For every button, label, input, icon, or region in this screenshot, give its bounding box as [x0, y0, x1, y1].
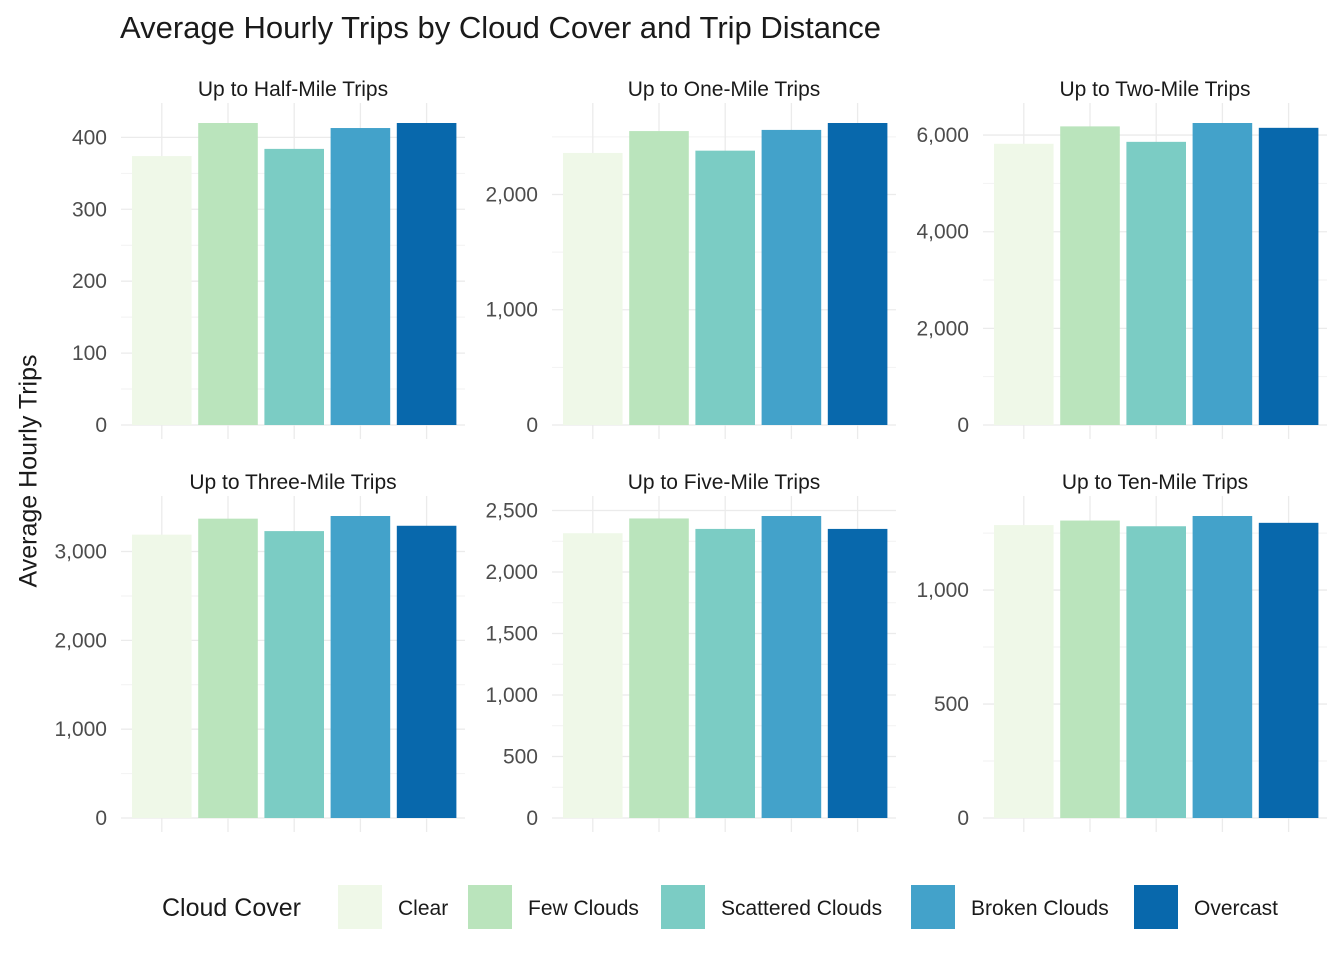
y-tick-label: 3,000: [54, 541, 107, 564]
y-tick-label: 6,000: [916, 124, 969, 147]
y-tick-label: 200: [72, 270, 107, 293]
bar-up-to-five-mile-trips-few-clouds: [629, 518, 689, 818]
legend-label-broken-clouds: Broken Clouds: [971, 897, 1109, 920]
y-tick-label: 0: [957, 414, 969, 437]
panel-title: Up to Two-Mile Trips: [1060, 78, 1251, 101]
chart-title: Average Hourly Trips by Cloud Cover and …: [120, 10, 881, 45]
y-tick-label: 2,500: [485, 499, 538, 522]
panel-up-to-half-mile-trips: Up to Half-Mile Trips 0 100 200 300 400: [72, 78, 465, 439]
panel-title: Up to Five-Mile Trips: [628, 471, 821, 494]
bar-up-to-half-mile-trips-broken-clouds: [330, 128, 391, 426]
legend-key-clear: [338, 885, 382, 929]
bar-up-to-one-mile-trips-scattered-clouds: [695, 150, 755, 425]
bar-up-to-five-mile-trips-broken-clouds: [761, 516, 822, 818]
y-tick-label: 4,000: [916, 221, 969, 244]
panel-up-to-three-mile-trips: Up to Three-Mile Trips 0 1,000 2,000 3,000: [54, 471, 465, 832]
y-tick-label: 1,000: [54, 718, 107, 741]
y-tick-label: 100: [72, 342, 107, 365]
y-tick-label: 300: [72, 198, 107, 221]
y-tick-label: 0: [957, 807, 969, 830]
bar-up-to-ten-mile-trips-broken-clouds: [1192, 516, 1253, 818]
panel-up-to-one-mile-trips: Up to One-Mile Trips 0 1,000 2,000: [485, 78, 896, 439]
y-tick-label: 1,000: [916, 579, 969, 602]
bar-up-to-half-mile-trips-clear: [132, 156, 192, 426]
y-tick-label: 0: [95, 807, 107, 830]
bar-up-to-one-mile-trips-broken-clouds: [761, 129, 822, 426]
legend-key-few-clouds: [468, 885, 512, 929]
panel-up-to-five-mile-trips: Up to Five-Mile Trips 0 500 1,000 1,500 2,000…: [485, 471, 896, 832]
bar-up-to-ten-mile-trips-scattered-clouds: [1126, 526, 1186, 818]
bar-up-to-three-mile-trips-few-clouds: [198, 518, 258, 818]
legend-label-few-clouds: Few Clouds: [528, 897, 639, 920]
y-tick-label: 2,000: [54, 629, 107, 652]
bar-up-to-half-mile-trips-scattered-clouds: [264, 148, 324, 425]
panel-up-to-two-mile-trips: Up to Two-Mile Trips 0 2,000 4,000 6,000: [916, 78, 1327, 439]
bar-up-to-one-mile-trips-few-clouds: [629, 131, 689, 425]
bar-up-to-ten-mile-trips-clear: [994, 525, 1054, 818]
bar-up-to-three-mile-trips-clear: [132, 534, 192, 818]
bar-up-to-two-mile-trips-broken-clouds: [1192, 123, 1253, 425]
legend-key-overcast: [1134, 885, 1178, 929]
legend-key-broken-clouds: [911, 885, 955, 929]
bar-up-to-two-mile-trips-few-clouds: [1060, 126, 1120, 426]
bar-up-to-ten-mile-trips-overcast: [1258, 522, 1319, 818]
bar-up-to-three-mile-trips-overcast: [396, 525, 457, 818]
y-tick-label: 500: [503, 745, 538, 768]
bar-up-to-five-mile-trips-overcast: [827, 528, 888, 818]
y-tick-label: 1,500: [485, 622, 538, 645]
panel-title: Up to Half-Mile Trips: [198, 78, 388, 101]
bar-up-to-five-mile-trips-clear: [563, 533, 623, 818]
legend-label-overcast: Overcast: [1194, 897, 1279, 920]
legend-title: Cloud Cover: [162, 894, 301, 922]
legend-label-scattered-clouds: Scattered Clouds: [721, 897, 883, 920]
bar-up-to-two-mile-trips-overcast: [1258, 127, 1319, 425]
bar-up-to-half-mile-trips-overcast: [396, 123, 457, 425]
y-tick-label: 1,000: [485, 299, 538, 322]
y-tick-label: 0: [95, 414, 107, 437]
y-tick-label: 2,000: [916, 317, 969, 340]
bar-up-to-three-mile-trips-scattered-clouds: [264, 531, 324, 818]
panel-up-to-ten-mile-trips: Up to Ten-Mile Trips 0 500 1,000: [916, 471, 1327, 832]
legend: Cloud Cover Clear Few Clouds Scattered C…: [0, 880, 1344, 940]
panel-title: Up to One-Mile Trips: [628, 78, 821, 101]
y-tick-label: 0: [526, 414, 538, 437]
bar-up-to-ten-mile-trips-few-clouds: [1060, 520, 1120, 818]
y-tick-label: 500: [934, 693, 969, 716]
y-tick-label: 2,000: [485, 561, 538, 584]
y-tick-label: 1,000: [485, 684, 538, 707]
legend-key-scattered-clouds: [661, 885, 705, 929]
panel-title: Up to Three-Mile Trips: [189, 471, 396, 494]
bar-up-to-two-mile-trips-clear: [994, 143, 1054, 426]
y-tick-label: 0: [526, 807, 538, 830]
bar-up-to-five-mile-trips-scattered-clouds: [695, 528, 755, 818]
bar-up-to-one-mile-trips-clear: [563, 152, 623, 425]
legend-label-clear: Clear: [398, 897, 449, 920]
bar-up-to-two-mile-trips-scattered-clouds: [1126, 141, 1186, 426]
panel-title: Up to Ten-Mile Trips: [1062, 471, 1248, 494]
bar-up-to-one-mile-trips-overcast: [827, 123, 888, 425]
bar-up-to-three-mile-trips-broken-clouds: [330, 516, 391, 818]
y-tick-label: 2,000: [485, 183, 538, 206]
bar-up-to-half-mile-trips-few-clouds: [198, 123, 258, 425]
y-tick-label: 400: [72, 126, 107, 149]
